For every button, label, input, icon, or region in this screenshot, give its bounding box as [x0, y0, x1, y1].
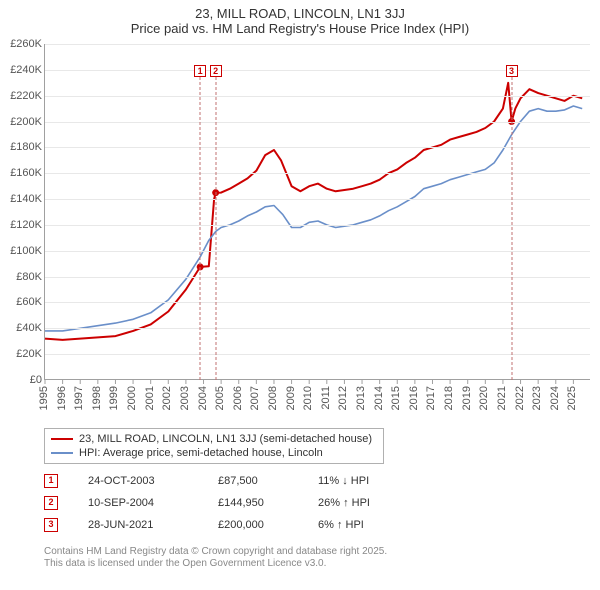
x-tick-label: 2006 — [232, 386, 244, 410]
x-tick-label: 2001 — [144, 386, 156, 410]
legend-item-hpi: HPI: Average price, semi-detached house,… — [51, 446, 377, 460]
x-tick-label: 2008 — [267, 386, 279, 410]
y-tick-label: £260K — [2, 38, 42, 50]
x-tick-label: 2022 — [514, 386, 526, 410]
x-tick-label: 2009 — [285, 386, 297, 410]
transaction-row-1: 1 24-OCT-2003 £87,500 11% ↓ HPI — [44, 470, 398, 492]
transaction-dash — [215, 77, 216, 380]
transaction-2-price: £144,950 — [218, 497, 318, 509]
gridline-h — [45, 122, 590, 123]
y-tick-label: £80K — [2, 271, 42, 283]
y-tick-label: £20K — [2, 348, 42, 360]
series-hpi — [45, 106, 582, 331]
x-tick-label: 2011 — [320, 386, 332, 410]
x-tick-label: 2003 — [179, 386, 191, 410]
transaction-3-price: £200,000 — [218, 519, 318, 531]
transaction-marker-1-icon: 1 — [44, 474, 58, 488]
transaction-marker-3-icon: 3 — [44, 518, 58, 532]
x-tick-label: 2019 — [461, 386, 473, 410]
y-tick-label: £120K — [2, 219, 42, 231]
transaction-3-pct: 6% ↑ HPI — [318, 519, 398, 531]
transaction-marker-2: 2 — [210, 65, 222, 77]
y-tick-label: £40K — [2, 322, 42, 334]
legend-swatch-hpi — [51, 452, 73, 454]
x-tick-label: 2023 — [531, 386, 543, 410]
x-tick-label: 2005 — [214, 386, 226, 410]
transaction-1-price: £87,500 — [218, 475, 318, 487]
gridline-h — [45, 173, 590, 174]
x-tick-label: 1998 — [91, 386, 103, 410]
x-tick-label: 2013 — [355, 386, 367, 410]
transaction-3-date: 28-JUN-2021 — [88, 519, 218, 531]
gridline-h — [45, 302, 590, 303]
x-tick-label: 2021 — [496, 386, 508, 410]
x-tick-label: 2020 — [478, 386, 490, 410]
gridline-h — [45, 225, 590, 226]
x-tick-label: 2018 — [443, 386, 455, 410]
y-tick-label: £100K — [2, 245, 42, 257]
y-tick-label: £240K — [2, 64, 42, 76]
transactions-table: 1 24-OCT-2003 £87,500 11% ↓ HPI 2 10-SEP… — [44, 470, 398, 536]
attribution: Contains HM Land Registry data © Crown c… — [44, 546, 387, 570]
x-tick-label: 1999 — [108, 386, 120, 410]
transaction-dash — [511, 77, 512, 380]
y-tick-label: £60K — [2, 296, 42, 308]
chart-container: 23, MILL ROAD, LINCOLN, LN1 3JJ Price pa… — [0, 0, 600, 590]
gridline-h — [45, 147, 590, 148]
x-tick-label: 2015 — [390, 386, 402, 410]
x-tick-label: 2024 — [549, 386, 561, 410]
gridline-h — [45, 328, 590, 329]
chart-titles: 23, MILL ROAD, LINCOLN, LN1 3JJ Price pa… — [0, 0, 600, 36]
gridline-h — [45, 277, 590, 278]
gridline-h — [45, 251, 590, 252]
x-tick-label: 2017 — [425, 386, 437, 410]
gridline-h — [45, 199, 590, 200]
legend-label-hpi: HPI: Average price, semi-detached house,… — [79, 447, 323, 459]
y-tick-label: £220K — [2, 90, 42, 102]
legend: 23, MILL ROAD, LINCOLN, LN1 3JJ (semi-de… — [44, 428, 384, 464]
title-line-1: 23, MILL ROAD, LINCOLN, LN1 3JJ — [0, 6, 600, 21]
y-tick-label: £180K — [2, 141, 42, 153]
transaction-dash — [200, 77, 201, 380]
x-tick-label: 2025 — [566, 386, 578, 410]
transaction-row-2: 2 10-SEP-2004 £144,950 26% ↑ HPI — [44, 492, 398, 514]
x-tick-label: 2010 — [302, 386, 314, 410]
attribution-line-2: This data is licensed under the Open Gov… — [44, 558, 387, 570]
transaction-2-date: 10-SEP-2004 — [88, 497, 218, 509]
x-tick-label: 1997 — [73, 386, 85, 410]
transaction-1-date: 24-OCT-2003 — [88, 475, 218, 487]
x-tick-label: 2016 — [408, 386, 420, 410]
transaction-marker-3: 3 — [506, 65, 518, 77]
transaction-2-pct: 26% ↑ HPI — [318, 497, 398, 509]
transaction-row-3: 3 28-JUN-2021 £200,000 6% ↑ HPI — [44, 514, 398, 536]
x-tick-label: 1996 — [56, 386, 68, 410]
x-tick-label: 2012 — [337, 386, 349, 410]
gridline-h — [45, 96, 590, 97]
x-tick-label: 1995 — [38, 386, 50, 410]
legend-item-price-paid: 23, MILL ROAD, LINCOLN, LN1 3JJ (semi-de… — [51, 432, 377, 446]
transaction-marker-2-icon: 2 — [44, 496, 58, 510]
attribution-line-1: Contains HM Land Registry data © Crown c… — [44, 546, 387, 558]
y-tick-label: £160K — [2, 167, 42, 179]
x-tick-label: 2004 — [197, 386, 209, 410]
transaction-marker-1: 1 — [194, 65, 206, 77]
gridline-h — [45, 354, 590, 355]
title-line-2: Price paid vs. HM Land Registry's House … — [0, 21, 600, 36]
x-tick-label: 2007 — [249, 386, 261, 410]
y-tick-label: £0 — [2, 374, 42, 386]
y-tick-label: £140K — [2, 193, 42, 205]
legend-swatch-price-paid — [51, 438, 73, 440]
x-tick-label: 2002 — [161, 386, 173, 410]
x-tick-label: 2000 — [126, 386, 138, 410]
legend-label-price-paid: 23, MILL ROAD, LINCOLN, LN1 3JJ (semi-de… — [79, 433, 372, 445]
transaction-1-pct: 11% ↓ HPI — [318, 475, 398, 487]
x-tick-label: 2014 — [373, 386, 385, 410]
plot-area: 12 3 — [44, 44, 590, 380]
y-tick-label: £200K — [2, 116, 42, 128]
gridline-h — [45, 44, 590, 45]
